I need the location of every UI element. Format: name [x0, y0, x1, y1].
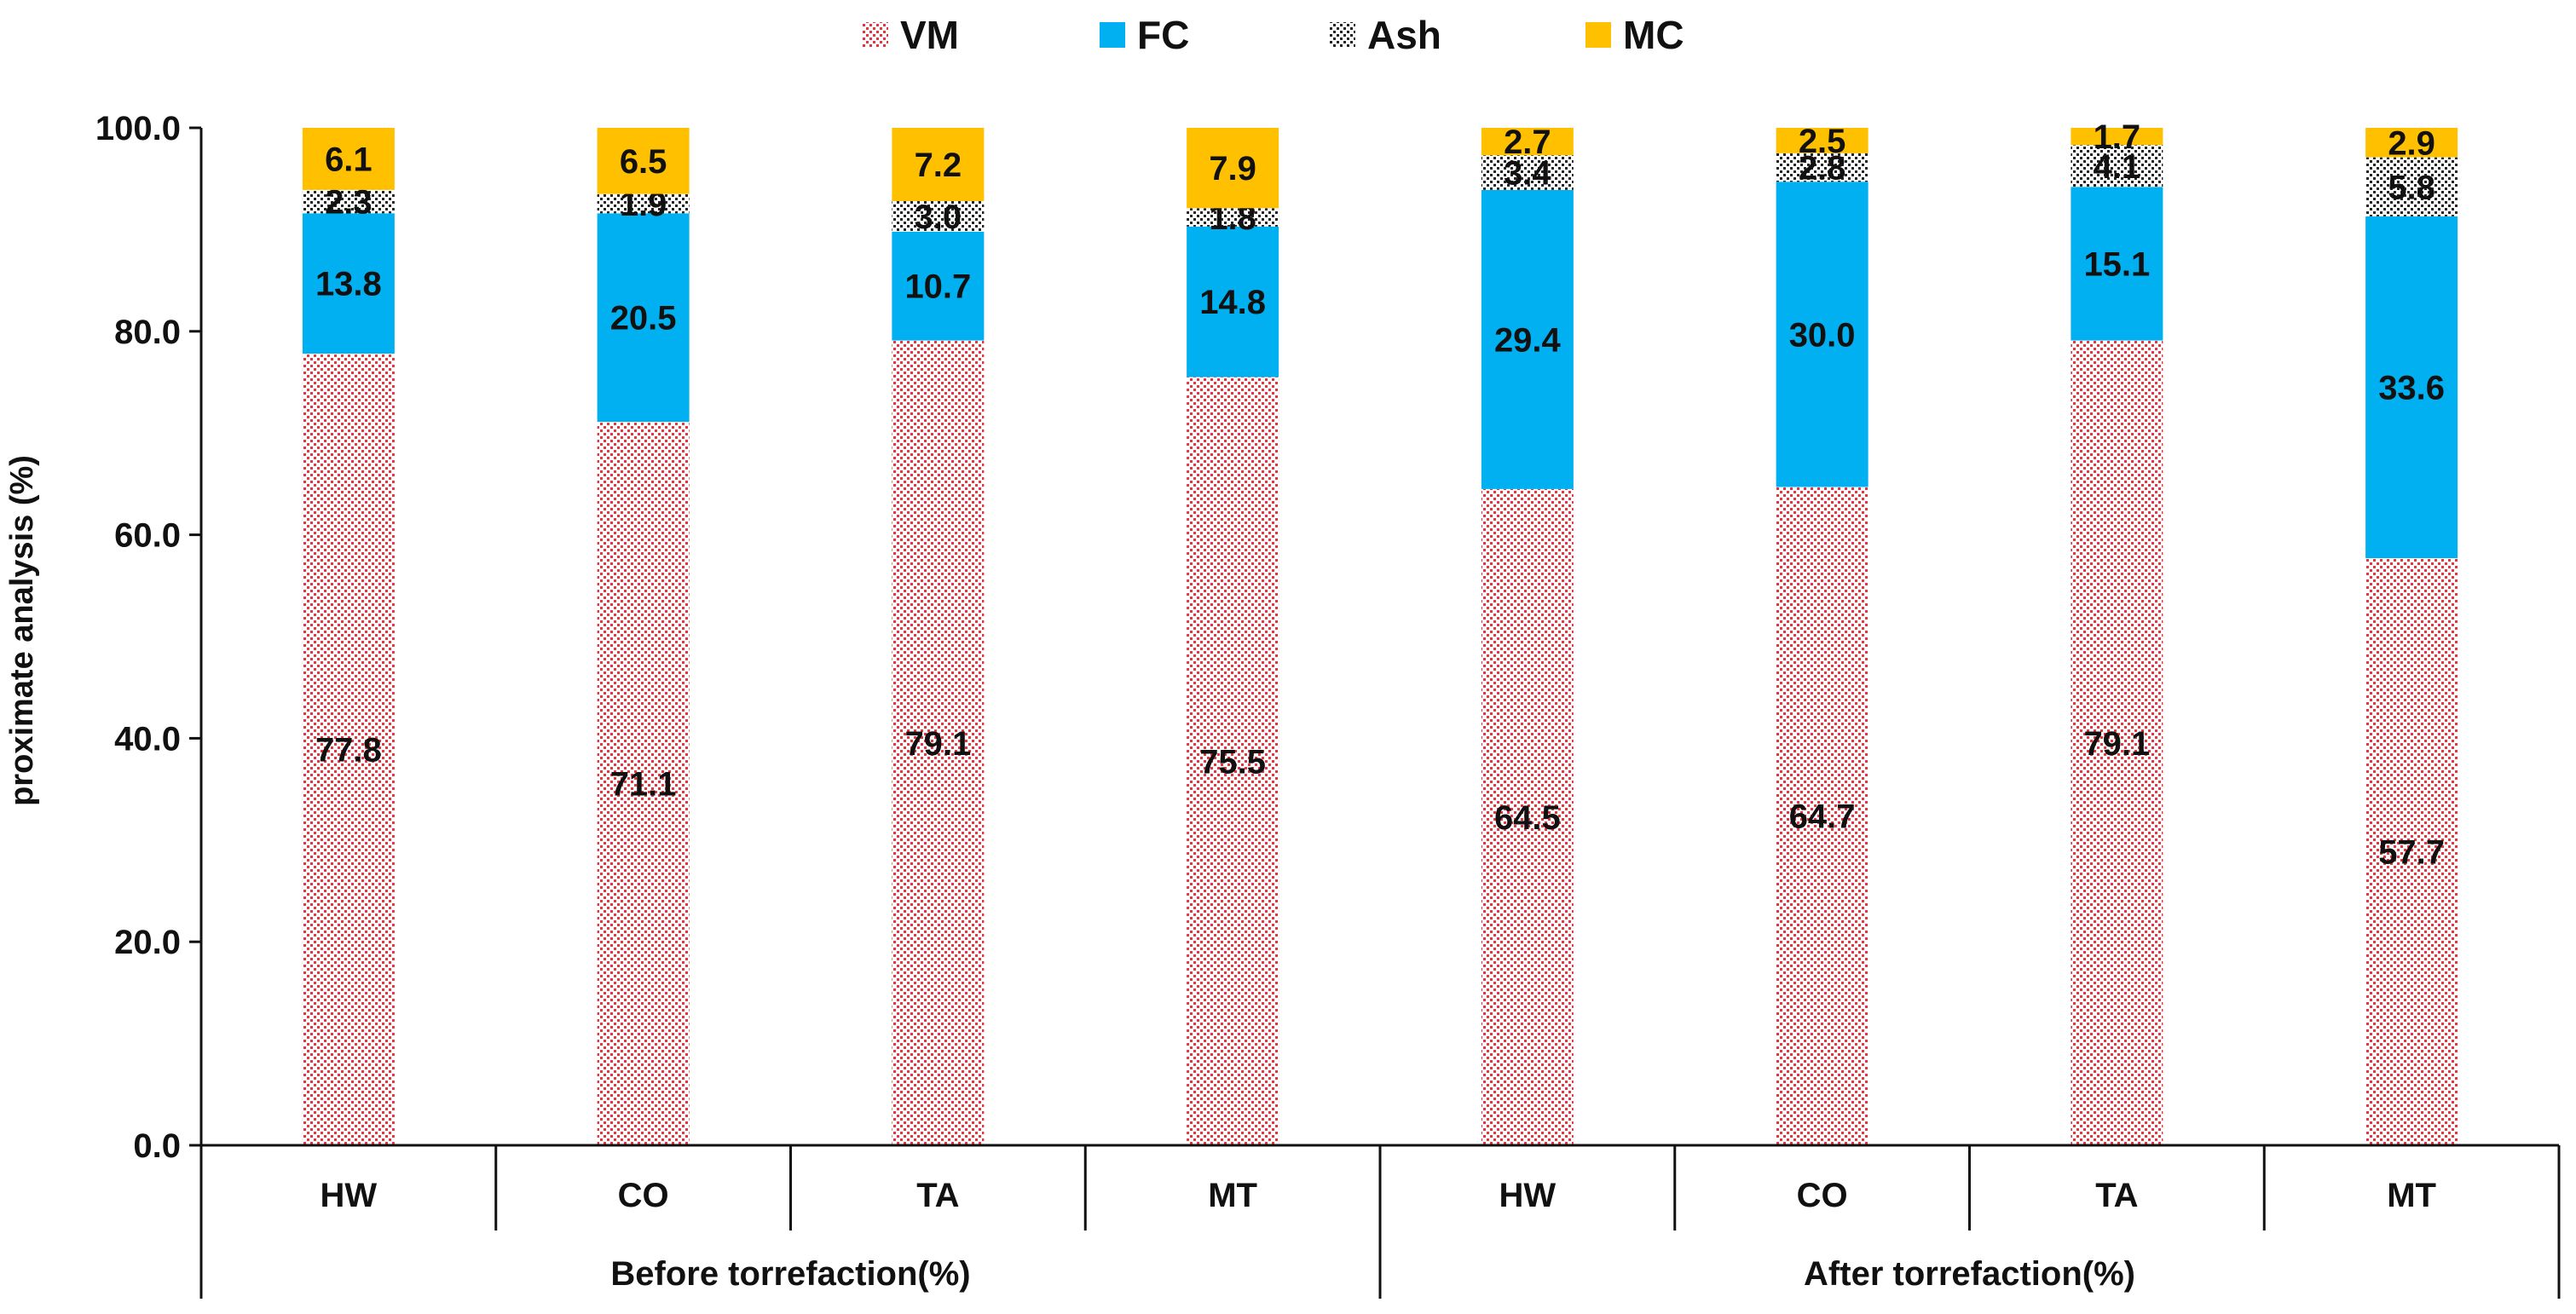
data-label-vm: 79.1 — [904, 725, 971, 763]
data-label-mc: 1.7 — [2094, 118, 2141, 156]
bar-segment-fc — [2365, 216, 2458, 559]
y-axis-label: proximate analysis (%) — [4, 455, 40, 806]
x-category-label: HW — [321, 1177, 378, 1214]
bar-segment-mc — [1776, 128, 1868, 153]
bar-segment-vm — [597, 422, 690, 1145]
y-tick-label: 0.0 — [133, 1127, 181, 1165]
bar-segment-fc — [302, 213, 395, 354]
legend-swatch — [1100, 22, 1125, 48]
data-label-vm: 77.8 — [315, 732, 382, 769]
legend-swatch — [1585, 22, 1611, 48]
bars: 77.813.82.36.171.120.51.96.579.110.73.07… — [302, 118, 2458, 1145]
bar-segment-vm — [2365, 558, 2458, 1145]
y-tick-label: 60.0 — [114, 517, 181, 555]
x-group-label: Before torrefaction(%) — [610, 1255, 970, 1293]
legend-label: FC — [1137, 13, 1189, 57]
bar-segment-ash — [1481, 155, 1574, 190]
data-label-mc: 2.9 — [2388, 124, 2435, 162]
x-category-label: MT — [2387, 1177, 2436, 1214]
data-label-vm: 71.1 — [610, 766, 677, 804]
bar-segment-fc — [1776, 182, 1868, 487]
bar-segment-vm — [1776, 487, 1868, 1145]
data-label-mc: 2.7 — [1504, 124, 1551, 161]
data-label-fc: 33.6 — [2378, 369, 2445, 406]
bar-segment-vm — [302, 354, 395, 1145]
bar-segment-ash — [2365, 157, 2458, 216]
data-label-fc: 30.0 — [1789, 316, 1856, 354]
legend-item-mc: MC — [1585, 13, 1684, 57]
data-label-vm: 79.1 — [2083, 725, 2150, 763]
data-label-vm: 75.5 — [1199, 743, 1266, 781]
x-group-label: After torrefaction(%) — [1804, 1255, 2135, 1293]
bar-segment-fc — [597, 213, 690, 423]
data-label-fc: 13.8 — [315, 266, 382, 303]
x-category-label: CO — [1797, 1177, 1848, 1214]
data-label-vm: 64.5 — [1494, 799, 1561, 837]
bar-segment-vm — [2071, 340, 2163, 1145]
x-category-label: CO — [618, 1177, 669, 1214]
x-category-label: HW — [1499, 1177, 1557, 1214]
data-label-ash: 2.3 — [325, 184, 373, 222]
data-label-fc: 10.7 — [904, 268, 971, 306]
data-label-mc: 6.1 — [325, 141, 373, 178]
bar-segment-ash — [1187, 208, 1279, 227]
bar-segment-mc — [892, 128, 985, 201]
data-label-mc: 7.2 — [915, 147, 962, 184]
data-label-ash: 2.8 — [1799, 150, 1846, 187]
bar-segment-mc — [2365, 128, 2458, 158]
data-label-fc: 15.1 — [2083, 245, 2150, 283]
legend-swatch — [863, 22, 888, 48]
bar-segment-fc — [1481, 189, 1574, 489]
bar-segment-vm — [1187, 377, 1279, 1145]
data-label-fc: 20.5 — [610, 300, 677, 337]
bar-segment-ash — [892, 200, 985, 232]
data-label-ash: 4.1 — [2094, 148, 2141, 186]
bar-segment-vm — [892, 340, 985, 1145]
bar-segment-vm — [1481, 488, 1574, 1145]
bar-segment-mc — [302, 128, 395, 190]
y-tick-label: 20.0 — [114, 924, 181, 961]
bar-segment-mc — [1187, 128, 1279, 209]
bar-segment-fc — [2071, 187, 2163, 341]
y-axis: 0.0 20.0 40.0 60.0 80.0 100.0 — [95, 110, 203, 1165]
x-axis: HW CO TA MT HW CO TA MT Before torrefaction(%) Af… — [199, 1144, 2561, 1299]
legend-item-vm: VM — [863, 13, 959, 57]
data-label-vm: 57.7 — [2378, 834, 2445, 872]
x-category-label: TA — [916, 1177, 959, 1214]
data-label-mc: 2.5 — [1799, 123, 1846, 160]
legend: VM FC Ash MC — [863, 13, 1684, 57]
data-label-fc: 29.4 — [1494, 321, 1562, 359]
y-tick-label: 100.0 — [95, 110, 181, 147]
legend-label: MC — [1623, 13, 1684, 57]
y-tick-label: 40.0 — [114, 720, 181, 758]
legend-label: Ash — [1367, 13, 1441, 57]
legend-label: VM — [900, 13, 959, 57]
bar-segment-mc — [597, 128, 690, 194]
legend-item-ash: Ash — [1330, 13, 1441, 57]
bar-segment-mc — [1481, 128, 1574, 156]
data-label-vm: 64.7 — [1789, 798, 1856, 836]
legend-swatch — [1330, 22, 1355, 48]
bar-segment-fc — [892, 231, 985, 341]
x-category-label: MT — [1208, 1177, 1257, 1214]
data-label-mc: 7.9 — [1209, 150, 1256, 187]
bar-segment-ash — [302, 189, 395, 214]
bar-segment-ash — [2071, 145, 2163, 187]
data-label-ash: 3.0 — [915, 199, 962, 236]
bar-segment-ash — [1776, 153, 1868, 182]
y-tick-label: 80.0 — [114, 314, 181, 351]
legend-item-fc: FC — [1100, 13, 1189, 57]
bar-segment-mc — [2071, 128, 2163, 146]
data-label-fc: 14.8 — [1199, 284, 1266, 321]
bar-segment-fc — [1187, 226, 1279, 377]
data-label-ash: 3.4 — [1504, 155, 1551, 193]
bar-segment-ash — [597, 193, 690, 214]
data-label-ash: 5.8 — [2388, 169, 2435, 206]
data-label-mc: 6.5 — [620, 143, 667, 181]
x-category-label: TA — [2095, 1177, 2138, 1214]
